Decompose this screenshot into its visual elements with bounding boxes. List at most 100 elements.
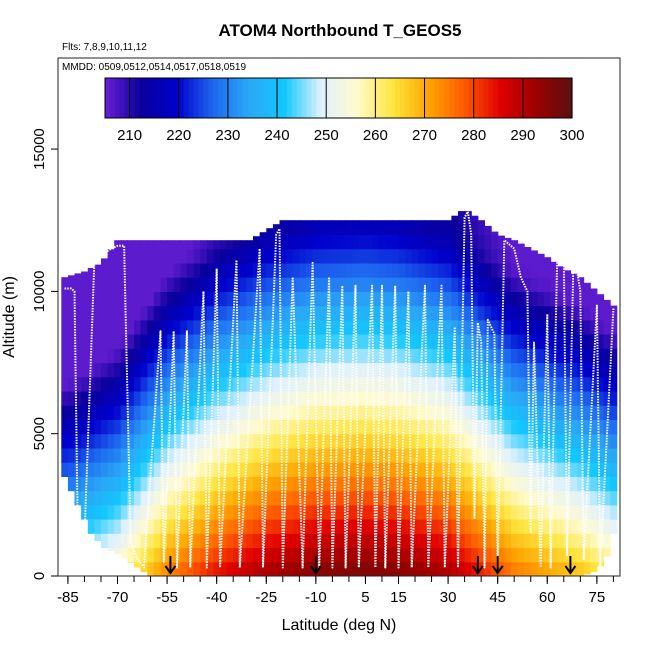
heatmap-cell: [464, 277, 472, 292]
heatmap-cell: [127, 547, 135, 563]
heatmap-cell: [577, 334, 585, 349]
heatmap-cell: [127, 319, 135, 335]
colorbar-swatch: [306, 78, 312, 118]
heatmap-cell: [180, 504, 188, 520]
heatmap-cell: [411, 362, 419, 378]
heatmap-cell: [358, 462, 366, 477]
heatmap-cell: [425, 391, 433, 406]
heatmap-cell: [352, 433, 360, 449]
heatmap-cell: [180, 291, 188, 307]
heatmap-cell: [107, 376, 115, 392]
heatmap-cell: [458, 504, 466, 520]
heatmap-cell: [114, 262, 122, 278]
heatmap-cell: [193, 419, 201, 435]
heatmap-cell: [438, 476, 446, 492]
heatmap-cell: [167, 362, 175, 378]
heatmap-cell: [286, 391, 294, 406]
heatmap-cell: [107, 391, 115, 406]
heatmap-cell: [444, 362, 452, 378]
heatmap-cell: [87, 348, 95, 364]
colorbar-swatch: [380, 78, 386, 118]
heatmap-cell: [610, 362, 618, 378]
heatmap-cell: [292, 490, 300, 506]
heatmap-cell: [603, 319, 611, 335]
heatmap-cell: [61, 433, 69, 449]
heatmap-cell: [405, 547, 413, 563]
heatmap-cell: [583, 433, 591, 449]
heatmap-cell: [193, 348, 201, 364]
heatmap-cell: [147, 533, 155, 549]
heatmap-cell: [491, 519, 499, 534]
heatmap-cell: [101, 348, 109, 364]
heatmap-cell: [411, 447, 419, 463]
heatmap-cell: [147, 447, 155, 463]
colorbar-swatch: [159, 78, 165, 118]
heatmap-cell: [524, 262, 532, 278]
heatmap-cell: [272, 362, 281, 378]
heatmap-cell: [610, 334, 618, 349]
heatmap-cell: [398, 234, 406, 250]
heatmap-cell: [134, 348, 142, 364]
heatmap-cell: [444, 476, 452, 492]
heatmap-cell: [147, 376, 155, 392]
heatmap-cell: [385, 490, 393, 506]
heatmap-cell: [299, 362, 307, 378]
colorbar-swatch: [282, 78, 288, 118]
heatmap-cell: [272, 561, 281, 576]
heatmap-cell: [101, 305, 109, 321]
heatmap-cell: [266, 462, 274, 477]
heatmap-cell: [570, 476, 578, 492]
heatmap-cell: [120, 462, 128, 477]
heatmap-cell: [94, 334, 102, 349]
heatmap-cell: [167, 291, 175, 307]
heatmap-cell: [279, 433, 287, 449]
heatmap-cell: [358, 561, 366, 576]
heatmap-cell: [206, 348, 214, 364]
heatmap-cell: [160, 504, 168, 520]
heatmap-cell: [537, 277, 545, 292]
heatmap-cell: [563, 376, 571, 392]
heatmap-cell: [464, 305, 472, 321]
heatmap-cell: [352, 220, 360, 235]
colorbar-swatch: [267, 78, 273, 118]
heatmap-cell: [510, 504, 519, 520]
heatmap-cell: [107, 519, 115, 534]
colorbar-swatch: [311, 78, 317, 118]
heatmap-cell: [153, 291, 162, 307]
colorbar-swatch: [301, 78, 308, 118]
heatmap-cell: [239, 334, 247, 349]
heatmap-cell: [537, 419, 545, 435]
heatmap-cell: [107, 262, 115, 278]
heatmap-cell: [451, 248, 459, 264]
heatmap-cell: [477, 319, 485, 335]
heatmap-cell: [544, 519, 552, 534]
heatmap-cell: [530, 305, 538, 321]
heatmap-cell: [425, 561, 433, 576]
heatmap-cell: [477, 533, 485, 549]
heatmap-cell: [577, 319, 585, 335]
heatmap-cell: [570, 504, 578, 520]
heatmap-cell: [266, 376, 274, 392]
heatmap-cell: [200, 476, 208, 492]
colorbar-swatch: [542, 78, 548, 118]
heatmap-cell: [259, 348, 267, 364]
heatmap-cell: [563, 476, 571, 492]
heatmap-cell: [319, 405, 327, 420]
heatmap-cell: [74, 462, 82, 477]
heatmap-cell: [418, 419, 426, 435]
heatmap-cell: [491, 231, 499, 235]
heatmap-cell: [378, 476, 386, 492]
heatmap-cell: [120, 376, 128, 392]
heatmap-cell: [444, 447, 452, 463]
heatmap-cell: [517, 462, 525, 477]
heatmap-cell: [233, 462, 241, 477]
heatmap-cell: [550, 319, 558, 335]
heatmap-cell: [358, 391, 366, 406]
heatmap-cell: [233, 504, 241, 520]
heatmap-cell: [365, 291, 373, 307]
heatmap-cell: [61, 376, 69, 392]
heatmap-cell: [358, 476, 366, 492]
heatmap-cell: [497, 490, 505, 506]
y-axis-label: Altitude (m): [1, 276, 18, 358]
colorbar-swatch: [114, 78, 121, 118]
